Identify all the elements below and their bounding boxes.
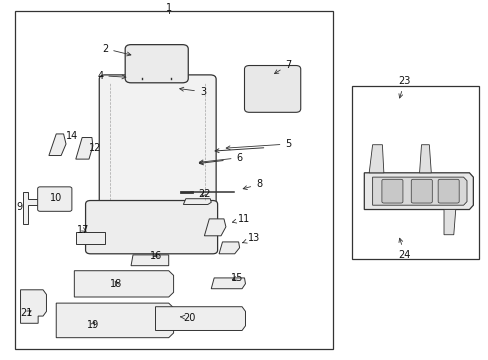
Polygon shape	[131, 255, 168, 266]
Text: 15: 15	[230, 273, 243, 283]
FancyBboxPatch shape	[38, 187, 72, 211]
Text: 4: 4	[97, 71, 125, 81]
Polygon shape	[368, 145, 383, 173]
Polygon shape	[219, 242, 239, 254]
Text: 12: 12	[89, 143, 102, 153]
Text: 24: 24	[398, 238, 410, 260]
Polygon shape	[364, 173, 472, 210]
Polygon shape	[204, 219, 225, 236]
FancyBboxPatch shape	[99, 75, 216, 208]
Text: 8: 8	[243, 179, 262, 190]
Polygon shape	[211, 278, 245, 289]
Polygon shape	[183, 199, 211, 204]
Polygon shape	[443, 210, 455, 235]
Polygon shape	[23, 192, 38, 224]
Text: 1: 1	[165, 3, 171, 13]
Text: 22: 22	[198, 189, 210, 199]
Text: 16: 16	[150, 251, 163, 261]
Text: 9: 9	[17, 202, 22, 212]
Text: 19: 19	[86, 320, 99, 330]
Bar	[351, 86, 478, 259]
Polygon shape	[20, 290, 46, 323]
Text: 7: 7	[274, 60, 291, 73]
FancyBboxPatch shape	[410, 179, 431, 203]
Polygon shape	[419, 145, 430, 173]
Polygon shape	[56, 303, 173, 338]
FancyBboxPatch shape	[85, 201, 217, 254]
Text: 2: 2	[102, 44, 131, 56]
Text: 21: 21	[20, 308, 33, 318]
FancyBboxPatch shape	[437, 179, 458, 203]
Bar	[15, 11, 332, 349]
Polygon shape	[76, 138, 93, 159]
Polygon shape	[155, 307, 245, 330]
Text: 6: 6	[199, 153, 242, 164]
Text: 13: 13	[242, 233, 260, 243]
FancyBboxPatch shape	[125, 45, 188, 83]
Text: 11: 11	[232, 214, 250, 224]
Text: 5: 5	[226, 139, 291, 150]
Polygon shape	[74, 271, 173, 297]
Polygon shape	[372, 177, 466, 205]
Polygon shape	[49, 134, 66, 156]
Text: 3: 3	[180, 87, 205, 97]
FancyBboxPatch shape	[244, 66, 300, 112]
Text: 10: 10	[50, 193, 62, 203]
Text: 23: 23	[398, 76, 410, 98]
Text: 20: 20	[180, 312, 196, 323]
FancyBboxPatch shape	[381, 179, 402, 203]
Polygon shape	[76, 232, 105, 244]
Text: 14: 14	[66, 131, 79, 141]
Text: 17: 17	[77, 225, 89, 235]
Text: 18: 18	[110, 279, 122, 289]
